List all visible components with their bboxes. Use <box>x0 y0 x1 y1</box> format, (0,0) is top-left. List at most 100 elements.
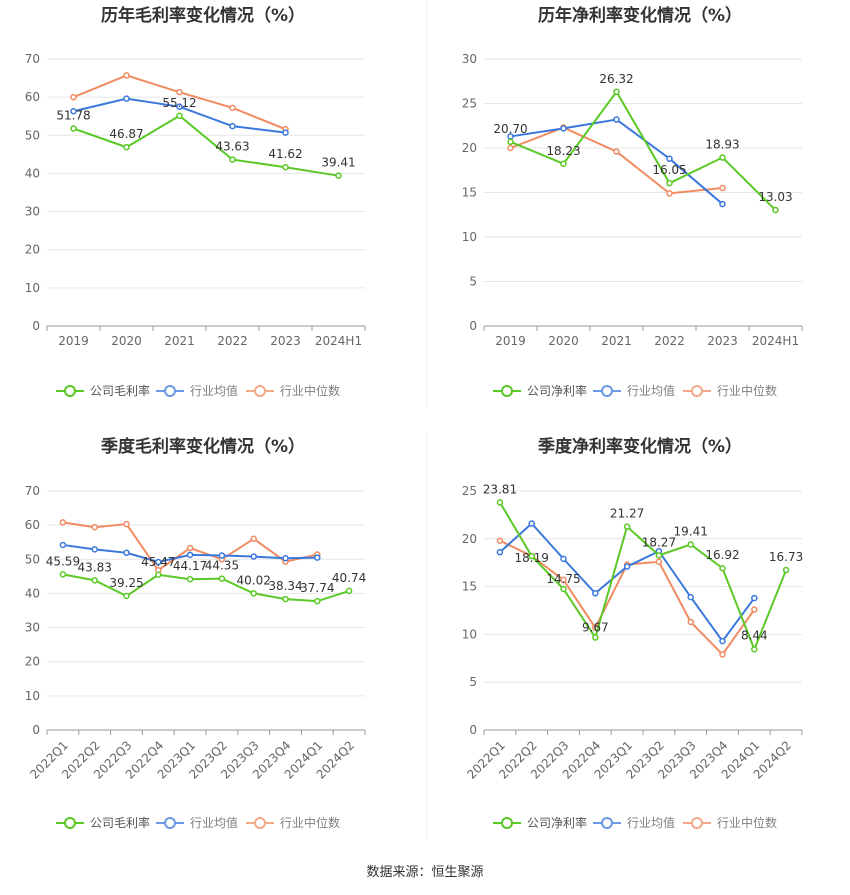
data-point-median <box>507 144 514 152</box>
legend-item-avg[interactable]: 行业均值 <box>593 383 675 398</box>
data-label: 40.02 <box>237 573 271 587</box>
y-tick-label: 30 <box>25 621 40 635</box>
data-point-company <box>250 590 257 597</box>
data-point-company <box>719 154 726 161</box>
data-point-avg <box>560 125 567 132</box>
data-point-avg <box>176 103 183 110</box>
data-label: 51.78 <box>56 108 90 122</box>
y-tick-label: 50 <box>25 552 40 566</box>
legend-item-company[interactable]: 公司净利率 <box>493 383 587 398</box>
data-point-avg <box>687 593 694 601</box>
legend-label: 公司净利率 <box>527 383 587 398</box>
legend: 公司净利率 行业均值 行业中位数 <box>493 383 777 398</box>
y-tick-label: 20 <box>25 243 40 257</box>
y-tick-label: 40 <box>25 586 40 600</box>
data-point-company <box>345 587 353 595</box>
y-tick-label: 10 <box>25 281 40 295</box>
data-point-company <box>751 646 758 653</box>
series-line-company <box>73 114 339 177</box>
data-point-company <box>91 577 98 584</box>
y-tick-label: 10 <box>462 230 477 244</box>
data-point-company <box>123 592 130 600</box>
x-tick-label: 2023 <box>707 334 738 348</box>
data-point-avg <box>282 129 289 136</box>
data-label: 44.35 <box>205 559 239 573</box>
data-point-company <box>782 566 790 574</box>
data-point-company <box>496 499 504 506</box>
legend-item-median[interactable]: 行业中位数 <box>246 383 340 398</box>
data-label: 14.75 <box>546 572 580 586</box>
y-tick-label: 30 <box>25 205 40 219</box>
y-tick-label: 0 <box>469 319 477 333</box>
legend-item-avg[interactable]: 行业均值 <box>156 383 238 398</box>
data-label: 19.41 <box>674 524 708 538</box>
legend-item-avg[interactable]: 行业均值 <box>156 815 238 830</box>
data-point-company <box>772 206 779 214</box>
data-point-median <box>719 184 726 192</box>
data-label: 18.19 <box>515 551 549 565</box>
legend-item-company[interactable]: 公司毛利率 <box>56 383 150 398</box>
legend-item-avg[interactable]: 行业均值 <box>593 815 675 830</box>
legend-label: 行业中位数 <box>717 383 777 398</box>
y-tick-label: 70 <box>25 52 40 66</box>
y-tick-label: 50 <box>25 128 40 142</box>
data-label: 23.81 <box>483 482 517 496</box>
data-point-avg <box>123 95 130 102</box>
y-tick-label: 60 <box>25 518 40 532</box>
series-line-avg <box>499 522 756 643</box>
y-tick-label: 15 <box>462 186 477 200</box>
data-point-company <box>528 552 535 560</box>
data-point-avg <box>751 594 758 602</box>
x-tick-label: 2023 <box>270 334 301 348</box>
data-label: 43.83 <box>78 560 112 574</box>
legend-item-median[interactable]: 行业中位数 <box>246 815 340 830</box>
data-point-avg <box>186 551 194 559</box>
series-median <box>70 72 289 133</box>
data-point-avg <box>123 549 130 557</box>
legend-item-company[interactable]: 公司毛利率 <box>56 815 150 830</box>
x-tick-label: 2022 <box>217 334 248 348</box>
legend: 公司毛利率 行业均值 行业中位数 <box>56 383 340 398</box>
legend-label: 行业均值 <box>627 383 675 398</box>
data-point-company <box>314 597 321 605</box>
data-point-avg <box>496 548 504 556</box>
data-point-median <box>751 606 758 613</box>
data-label: 18.27 <box>642 535 676 549</box>
data-label: 13.03 <box>758 190 792 204</box>
legend-item-company[interactable]: 公司净利率 <box>493 815 587 830</box>
data-label: 8.44 <box>741 628 768 642</box>
data-point-company <box>282 163 289 171</box>
series-company <box>70 112 342 179</box>
chart-title: 历年净利率变化情况（%） <box>538 5 742 26</box>
chart-title: 季度净利率变化情况（%） <box>538 436 742 457</box>
x-tick-label: 2020 <box>111 334 142 348</box>
y-tick-label: 20 <box>25 655 40 669</box>
legend-item-median[interactable]: 行业中位数 <box>683 383 777 398</box>
legend-label: 公司毛利率 <box>90 383 150 398</box>
legend-item-median[interactable]: 行业中位数 <box>683 815 777 830</box>
data-point-median <box>59 519 67 526</box>
series-avg <box>496 520 758 645</box>
legend-label: 行业均值 <box>627 815 675 830</box>
data-point-median <box>613 148 620 155</box>
chart-4: 季度净利率变化情况（%）05101520252022Q12022Q22022Q3… <box>462 436 804 830</box>
series-avg <box>70 95 289 136</box>
legend-marker-icon <box>501 817 513 829</box>
data-point-avg <box>229 122 236 130</box>
y-tick-label: 0 <box>32 723 40 737</box>
data-point-company <box>59 571 67 578</box>
data-point-median <box>70 93 77 101</box>
legend-label: 行业均值 <box>190 383 238 398</box>
data-point-avg <box>592 590 599 597</box>
data-point-company <box>623 523 631 530</box>
data-point-avg <box>719 637 726 645</box>
chart-1: 历年毛利率变化情况（%） 0 10 20 30 40 50 60 70 2019 2020 2021 2… <box>25 5 366 398</box>
series-line-company <box>499 501 788 653</box>
data-label: 39.41 <box>321 156 355 170</box>
data-label: 44.17 <box>173 559 207 573</box>
legend-label: 行业中位数 <box>280 383 340 398</box>
data-point-avg <box>719 200 726 208</box>
series-line-median <box>510 126 723 195</box>
data-point-median <box>560 576 567 584</box>
